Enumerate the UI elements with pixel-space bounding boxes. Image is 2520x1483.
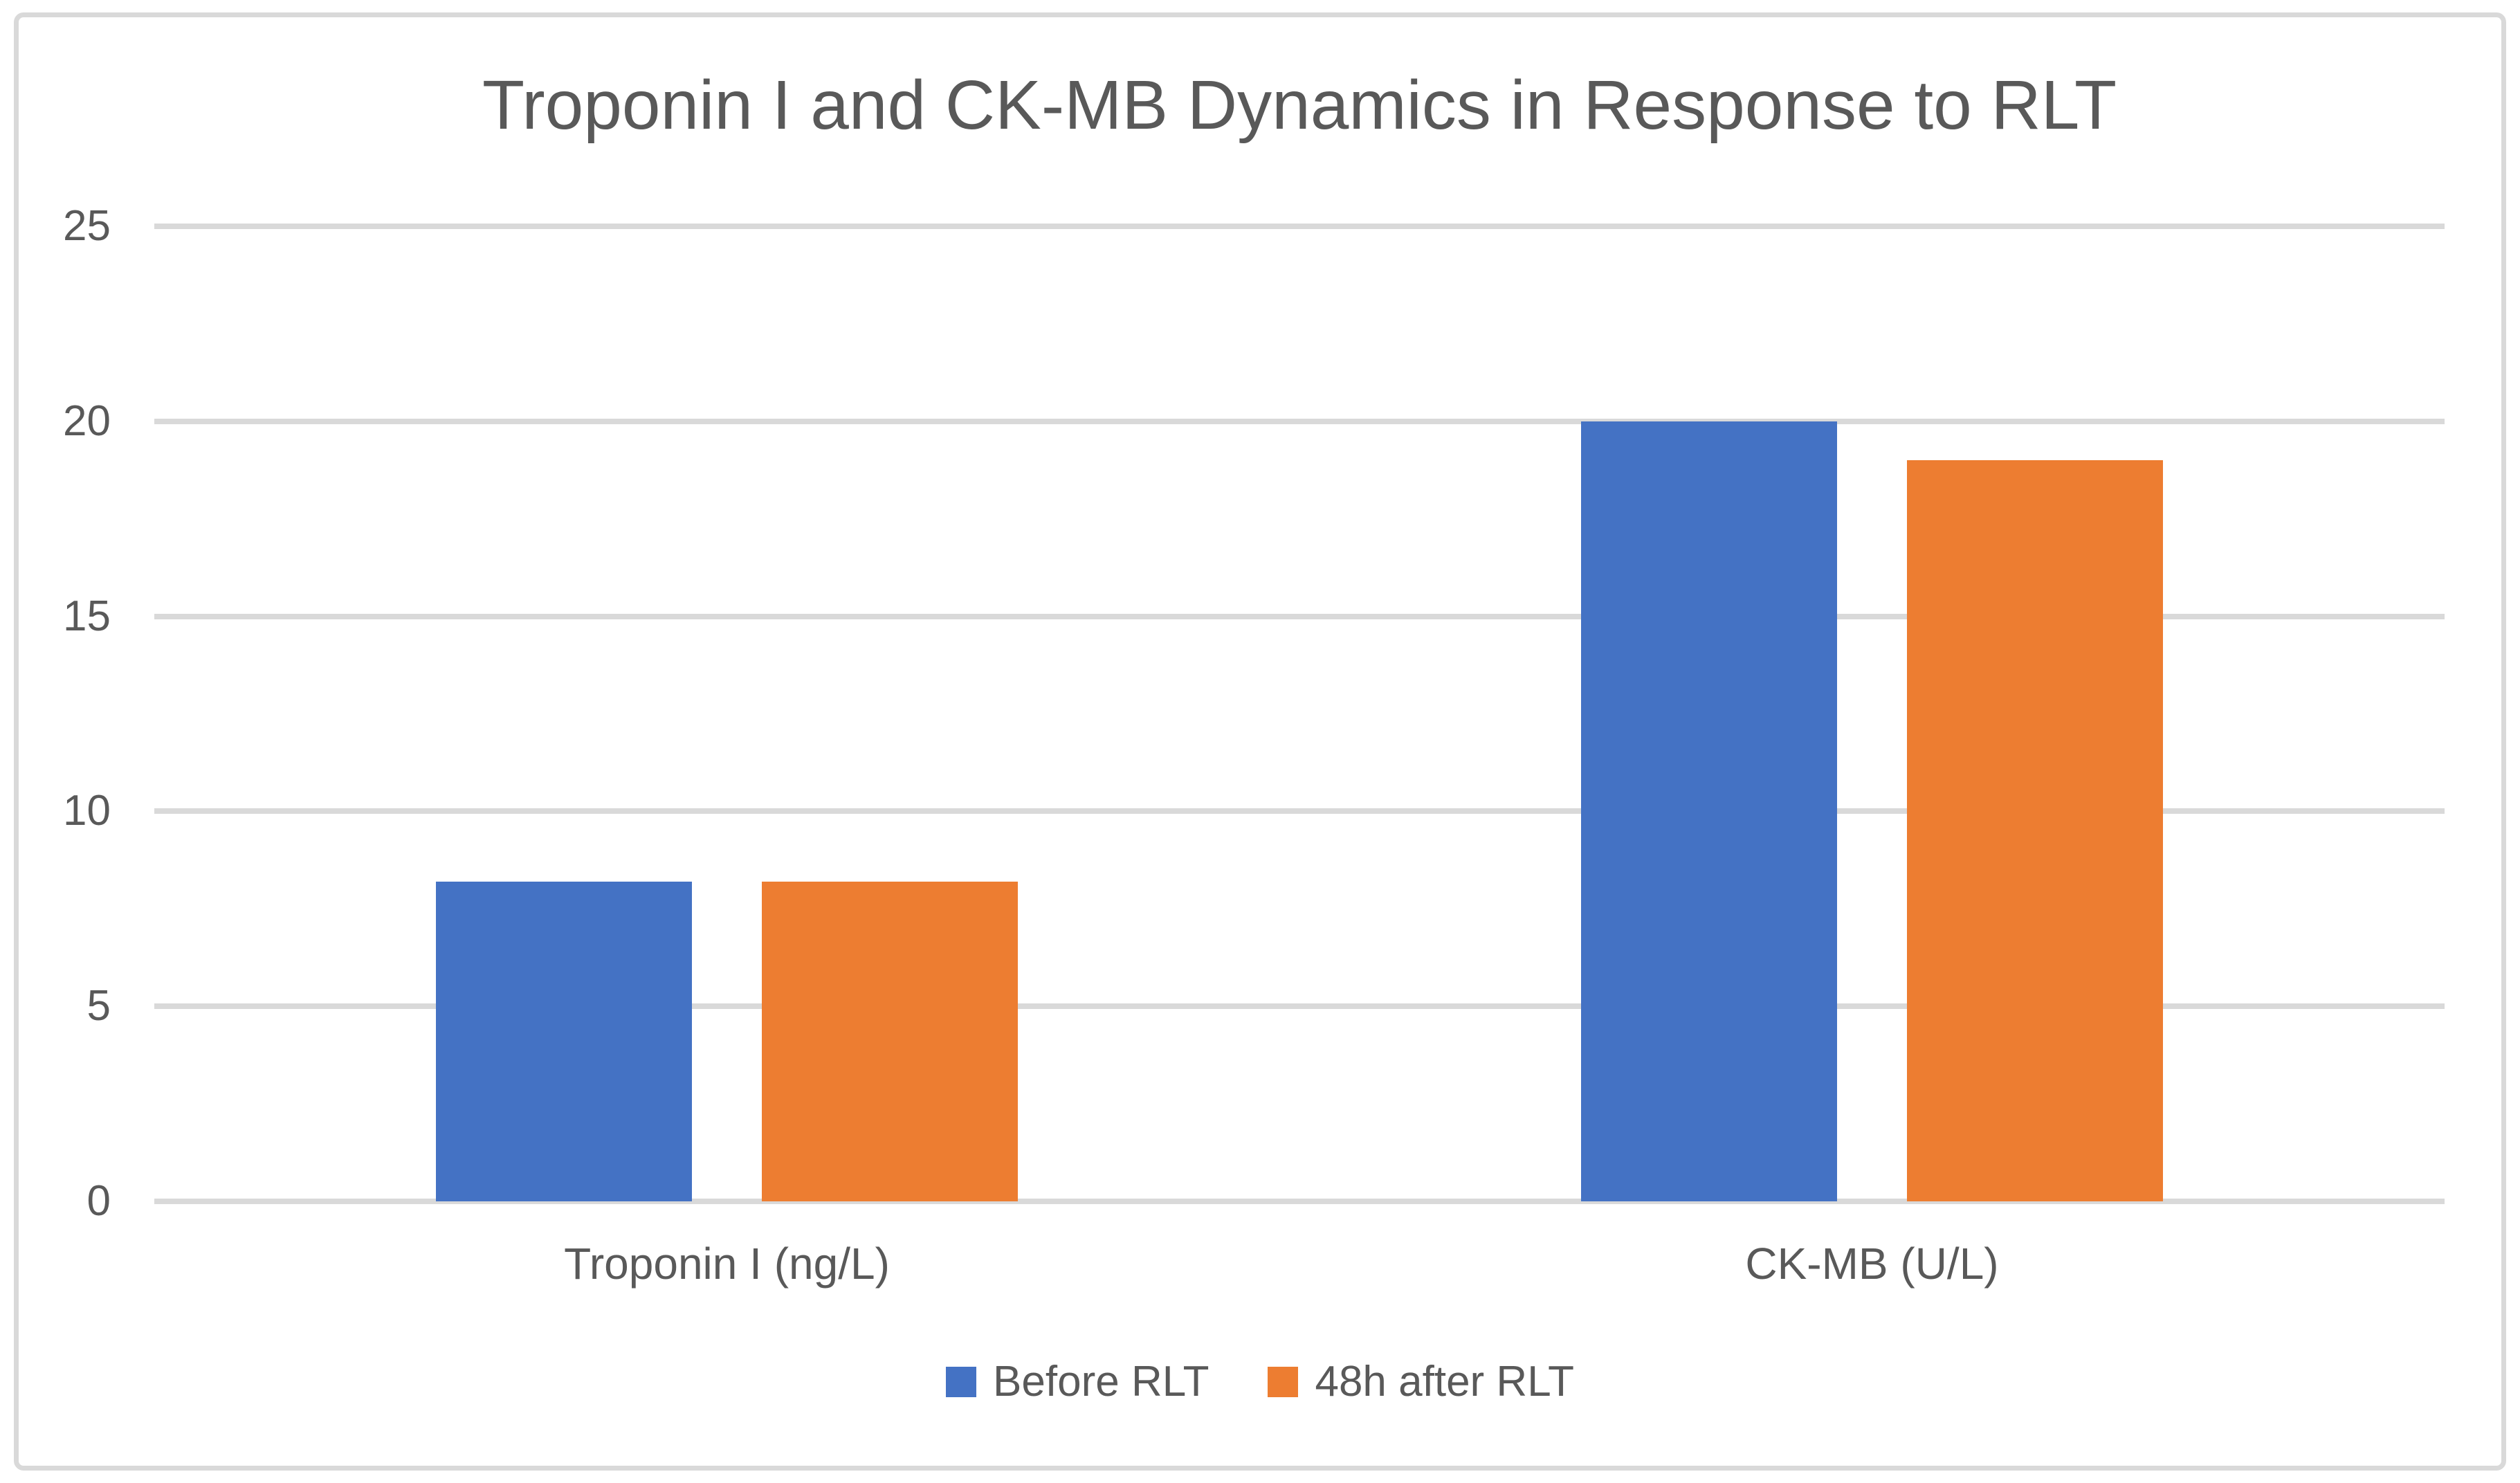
- legend-swatch-before-rlt: [946, 1367, 977, 1397]
- y-tick-label-0: 0: [86, 1177, 111, 1225]
- gridline-y-10: [154, 808, 2445, 815]
- x-axis-category-labels: Troponin I (ng/L) CK-MB (U/L): [154, 1236, 2445, 1291]
- y-tick-label-10: 10: [63, 787, 111, 835]
- y-tick-label-15: 15: [63, 592, 111, 640]
- legend-item-before-rlt: Before RLT: [946, 1351, 1209, 1413]
- legend-swatch-48h-after-rlt: [1268, 1367, 1299, 1397]
- gridline-y-20: [154, 418, 2445, 424]
- gridline-y-0: [154, 1199, 2445, 1204]
- chart-title: Troponin I and CK-MB Dynamics in Respons…: [482, 66, 2117, 144]
- legend-item-48h-after-rlt: 48h after RLT: [1268, 1351, 1574, 1413]
- gridline-y-15: [154, 613, 2445, 619]
- gridline-y-5: [154, 1003, 2445, 1010]
- bar-48h-after-rlt-troponin-i-ng-l-: [762, 881, 1018, 1201]
- y-tick-label-25: 25: [63, 202, 111, 250]
- y-tick-label-5: 5: [86, 982, 111, 1030]
- legend-label-before-rlt: Before RLT: [993, 1358, 1209, 1405]
- legend: Before RLT 48h after RLT: [0, 1351, 2520, 1413]
- plot-area: [154, 224, 2445, 1204]
- bar-before-rlt-ck-mb-u-l-: [1581, 421, 1837, 1201]
- y-tick-label-20: 20: [63, 397, 111, 445]
- category-label-troponin: Troponin I (ng/L): [564, 1239, 890, 1289]
- category-label-ckmb: CK-MB (U/L): [1745, 1239, 1999, 1289]
- legend-label-48h-after-rlt: 48h after RLT: [1315, 1358, 1574, 1405]
- y-axis-tick-labels: 0 5 10 15 20 25: [0, 205, 111, 1223]
- gridline-y-25: [154, 224, 2445, 229]
- bar-before-rlt-troponin-i-ng-l-: [436, 881, 692, 1201]
- bar-48h-after-rlt-ck-mb-u-l-: [1907, 460, 2163, 1201]
